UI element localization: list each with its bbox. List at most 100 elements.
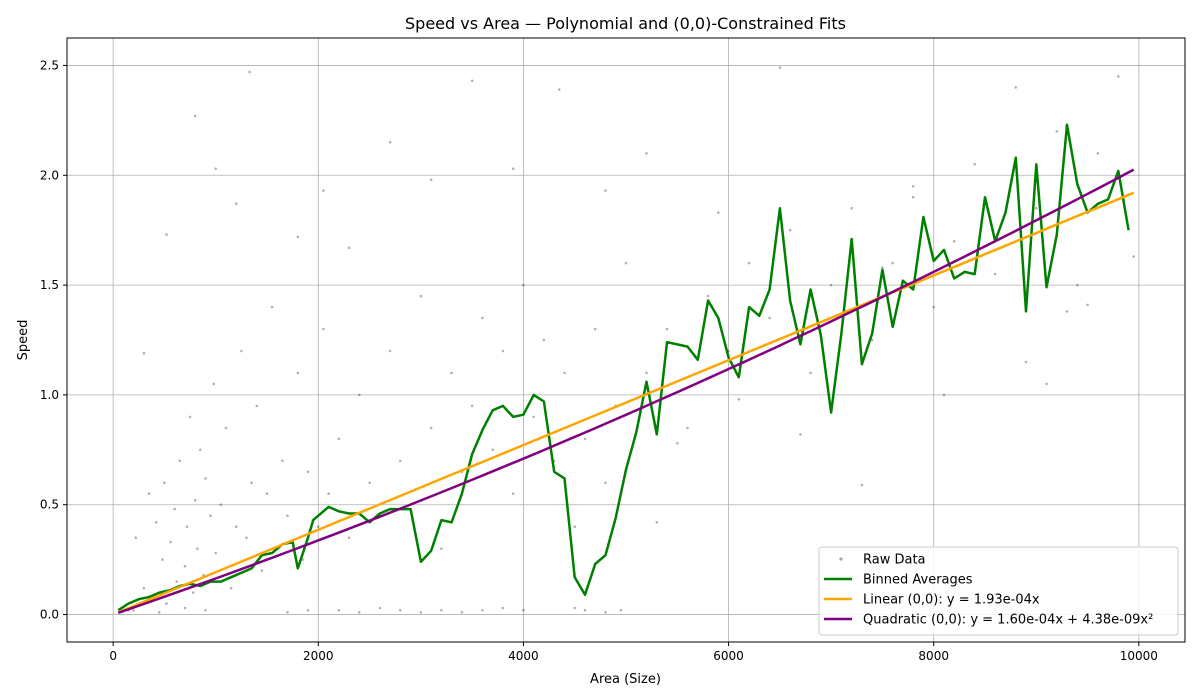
raw-data-point — [132, 608, 135, 612]
raw-data-point — [193, 114, 197, 118]
raw-data-point — [501, 606, 505, 610]
raw-data-point — [952, 239, 956, 243]
legend-box — [818, 546, 1179, 636]
raw-data-point — [624, 261, 628, 265]
raw-data-point — [322, 189, 325, 192]
x-axis-ticks: 0 2000 4000 6000 8000 10000 — [109, 642, 1158, 663]
raw-data-point — [429, 426, 433, 430]
raw-data-point — [337, 608, 341, 612]
raw-data-point — [204, 477, 207, 480]
raw-data-point — [942, 393, 946, 397]
legend-label: Linear (0,0): y = 1.93e-04x — [863, 593, 1040, 608]
raw-data-point — [665, 327, 669, 331]
raw-data-point — [419, 611, 423, 614]
raw-data-point — [219, 503, 223, 507]
x-tick-label: 2000 — [303, 649, 334, 663]
raw-data-point — [440, 608, 443, 612]
y-tick-label: 0.0 — [40, 608, 59, 622]
raw-data-point — [158, 611, 161, 614]
raw-data-point — [154, 521, 158, 524]
x-tick-label: 6000 — [713, 649, 744, 663]
raw-data-point — [265, 492, 269, 496]
raw-data-point — [1086, 303, 1089, 307]
raw-data-point — [737, 398, 741, 401]
raw-data-point — [260, 569, 264, 572]
raw-data-point — [809, 371, 812, 375]
raw-data-point — [1055, 130, 1059, 133]
raw-data-point — [829, 283, 833, 287]
raw-data-point — [686, 426, 689, 430]
raw-data-point — [191, 591, 195, 594]
raw-data-point — [347, 246, 351, 250]
raw-data-point — [491, 448, 495, 452]
raw-data-point — [1045, 382, 1048, 386]
raw-data-point — [347, 536, 351, 539]
raw-data-point — [214, 551, 217, 555]
raw-data-point — [501, 349, 505, 353]
raw-data-point — [583, 437, 587, 441]
plot-frame — [66, 37, 1186, 643]
raw-data-point — [522, 283, 525, 287]
raw-data-point — [281, 459, 284, 463]
y-tick-label: 2.5 — [40, 58, 59, 72]
raw-data-point — [1024, 360, 1028, 364]
raw-data-point — [322, 327, 325, 331]
raw-data-point — [604, 481, 607, 485]
raw-data-point — [183, 564, 187, 568]
raw-data-point — [619, 608, 623, 612]
chart-title: Speed vs Area — Polynomial and (0,0)-Con… — [405, 14, 846, 33]
raw-data-point — [165, 602, 168, 605]
raw-data-point — [248, 70, 251, 74]
raw-data-point — [286, 514, 289, 517]
raw-data-point — [747, 261, 751, 265]
raw-data-point — [1096, 152, 1100, 155]
raw-data-point — [185, 525, 189, 528]
raw-data-point — [229, 586, 233, 590]
raw-data-point — [175, 580, 178, 583]
raw-data-point — [1014, 86, 1018, 89]
raw-data-point — [337, 437, 341, 441]
raw-data-point — [306, 608, 310, 612]
x-tick-label: 10000 — [1120, 649, 1158, 663]
raw-data-point — [860, 483, 864, 487]
raw-data-point — [234, 525, 238, 528]
plot-background — [67, 38, 1185, 642]
raw-data-point — [645, 152, 648, 155]
raw-data-point — [419, 294, 423, 298]
raw-data-point — [645, 371, 648, 375]
raw-data-point — [558, 88, 561, 91]
raw-data-point — [593, 327, 597, 331]
raw-data-point — [542, 338, 546, 342]
raw-data-point — [399, 608, 402, 612]
raw-data-point — [1065, 310, 1069, 313]
raw-data-point — [470, 404, 474, 408]
raw-data-point — [583, 608, 587, 612]
plot-area — [66, 37, 1186, 643]
y-axis-ticks: 0.0 0.5 1.0 1.5 2.0 2.5 — [40, 58, 67, 622]
raw-data-point — [429, 178, 433, 181]
y-tick-label: 1.5 — [40, 278, 59, 292]
raw-data-point — [169, 540, 172, 544]
raw-data-point — [932, 305, 935, 309]
raw-data-point — [440, 547, 443, 550]
x-axis-label: Area (Size) — [590, 672, 661, 687]
raw-data-point — [193, 499, 197, 502]
legend-label: Raw Data — [863, 553, 926, 568]
raw-data-point — [317, 525, 320, 528]
raw-data-point — [450, 371, 453, 375]
legend-marker-raw-data — [839, 557, 843, 561]
raw-data-point — [706, 294, 710, 298]
raw-data-point — [1117, 75, 1120, 78]
raw-data-point — [173, 507, 176, 511]
raw-data-point — [799, 433, 802, 436]
raw-data-point — [481, 608, 484, 612]
raw-data-point — [881, 266, 884, 269]
raw-data-point — [296, 371, 300, 375]
raw-data-point — [161, 558, 164, 561]
raw-data-point — [142, 586, 146, 590]
linear-fit-line — [117, 191, 1135, 614]
raw-data-point — [183, 606, 187, 610]
raw-data-point — [378, 606, 382, 610]
raw-data-point — [245, 536, 248, 539]
